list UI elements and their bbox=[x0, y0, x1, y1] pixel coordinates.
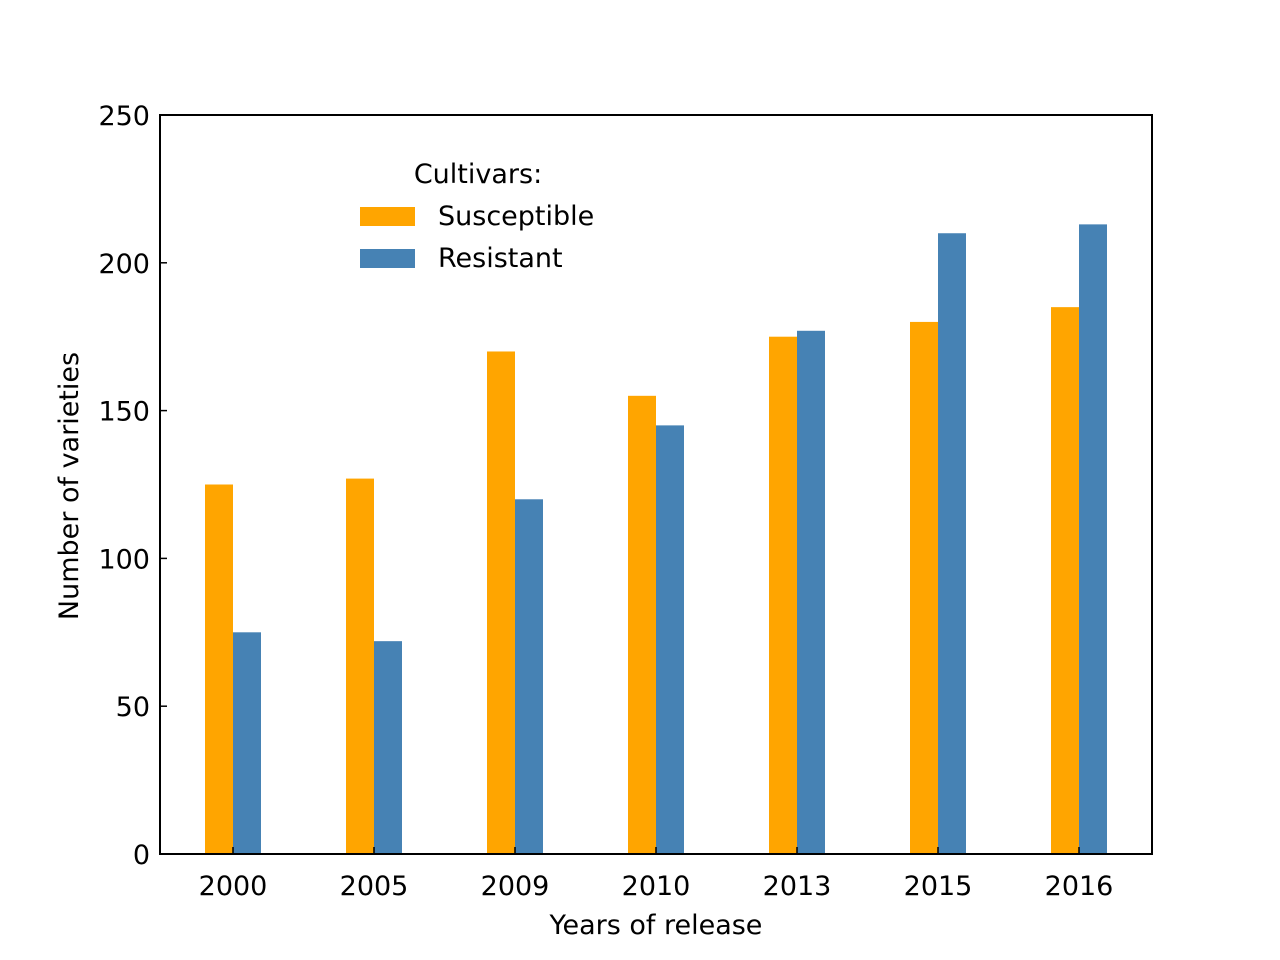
bars-layer bbox=[205, 224, 1107, 855]
bar-resistant-2000 bbox=[233, 632, 261, 854]
legend-label-resistant: Resistant bbox=[438, 243, 563, 274]
x-tick-label: 2016 bbox=[1045, 871, 1114, 902]
bar-susceptible-2010 bbox=[628, 395, 656, 854]
legend: Cultivars: Susceptible Resistant bbox=[360, 159, 594, 274]
ticks-layer: 2000 2005 2009 2010 2013 2015 2016 0 50 100 150 200… bbox=[98, 101, 1113, 902]
bar-susceptible-2009 bbox=[487, 351, 515, 854]
y-tick-label: 250 bbox=[98, 101, 150, 132]
y-tick-label: 0 bbox=[133, 840, 150, 871]
x-tick-label: 2015 bbox=[904, 871, 973, 902]
bar-resistant-2010 bbox=[656, 425, 684, 854]
bar-resistant-2005 bbox=[374, 641, 402, 854]
y-axis-label: Number of varieties bbox=[54, 352, 85, 620]
y-tick-label: 50 bbox=[116, 692, 150, 723]
y-tick-label: 200 bbox=[98, 249, 150, 280]
legend-swatch-resistant bbox=[360, 249, 415, 268]
bar-resistant-2013 bbox=[797, 330, 825, 855]
bar-resistant-2015 bbox=[938, 233, 966, 855]
bar-susceptible-2013 bbox=[769, 336, 797, 854]
x-tick-label: 2005 bbox=[340, 871, 409, 902]
legend-label-susceptible: Susceptible bbox=[438, 201, 594, 232]
x-axis-label: Years of release bbox=[549, 910, 763, 941]
x-tick-label: 2009 bbox=[481, 871, 550, 902]
x-tick-label: 2000 bbox=[199, 871, 268, 902]
y-tick-label: 150 bbox=[98, 397, 150, 428]
bar-susceptible-2015 bbox=[910, 321, 938, 854]
bar-susceptible-2000 bbox=[205, 484, 233, 854]
legend-title: Cultivars: bbox=[414, 159, 542, 190]
y-tick-label: 100 bbox=[98, 544, 150, 575]
bar-susceptible-2016 bbox=[1051, 307, 1079, 854]
bar-resistant-2009 bbox=[515, 499, 543, 854]
plot-area-frame bbox=[159, 114, 1153, 855]
bar-resistant-2016 bbox=[1079, 224, 1107, 854]
legend-swatch-susceptible bbox=[360, 207, 415, 226]
bar-susceptible-2005 bbox=[346, 478, 374, 854]
x-tick-label: 2013 bbox=[763, 871, 832, 902]
x-tick-label: 2010 bbox=[622, 871, 691, 902]
